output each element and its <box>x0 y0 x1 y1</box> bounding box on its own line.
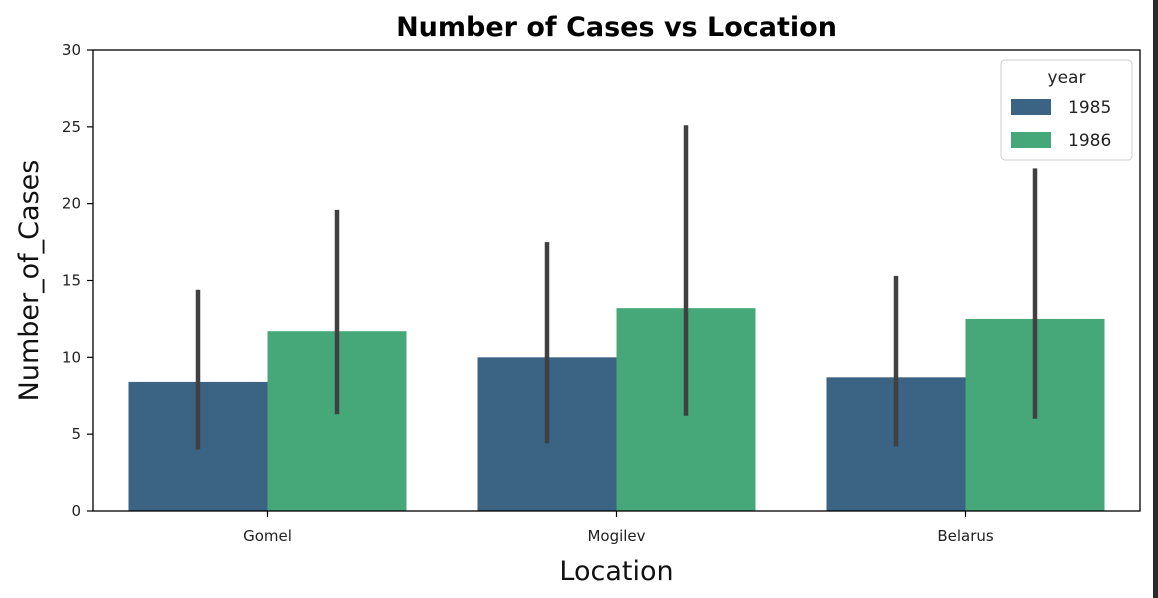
x-tick-label-mogilev: Mogilev <box>587 527 645 545</box>
y-tick-label: 20 <box>62 195 81 213</box>
legend-swatch-1986 <box>1011 132 1051 148</box>
y-tick-label: 25 <box>62 118 81 136</box>
y-tick-label: 5 <box>71 425 81 443</box>
legend: year 1985 1986 <box>1000 59 1133 161</box>
legend-label-1986: 1986 <box>1068 131 1111 151</box>
y-axis: 0 5 10 15 20 25 30 <box>62 41 93 520</box>
window-frame-edge <box>1153 0 1158 598</box>
chart-title: Number of Cases vs Location <box>396 12 837 43</box>
bars-layer <box>128 308 1105 511</box>
y-tick-label: 10 <box>62 348 81 366</box>
x-tick-label-belarus: Belarus <box>937 527 994 545</box>
plot-area <box>92 49 1141 512</box>
error-bars-layer <box>195 125 1038 450</box>
x-tick-label-gomel: Gomel <box>243 527 292 545</box>
x-axis-label: Location <box>559 556 673 587</box>
legend-label-1985: 1985 <box>1068 98 1111 118</box>
y-tick-label: 15 <box>62 272 81 290</box>
legend-title: year <box>1048 68 1086 88</box>
y-axis-label: Number_of_Cases <box>14 160 45 402</box>
y-tick-label: 30 <box>62 41 81 59</box>
x-axis: Gomel Mogilev Belarus <box>243 511 994 545</box>
legend-swatch-1985 <box>1011 99 1051 115</box>
y-tick-label: 0 <box>71 502 81 520</box>
